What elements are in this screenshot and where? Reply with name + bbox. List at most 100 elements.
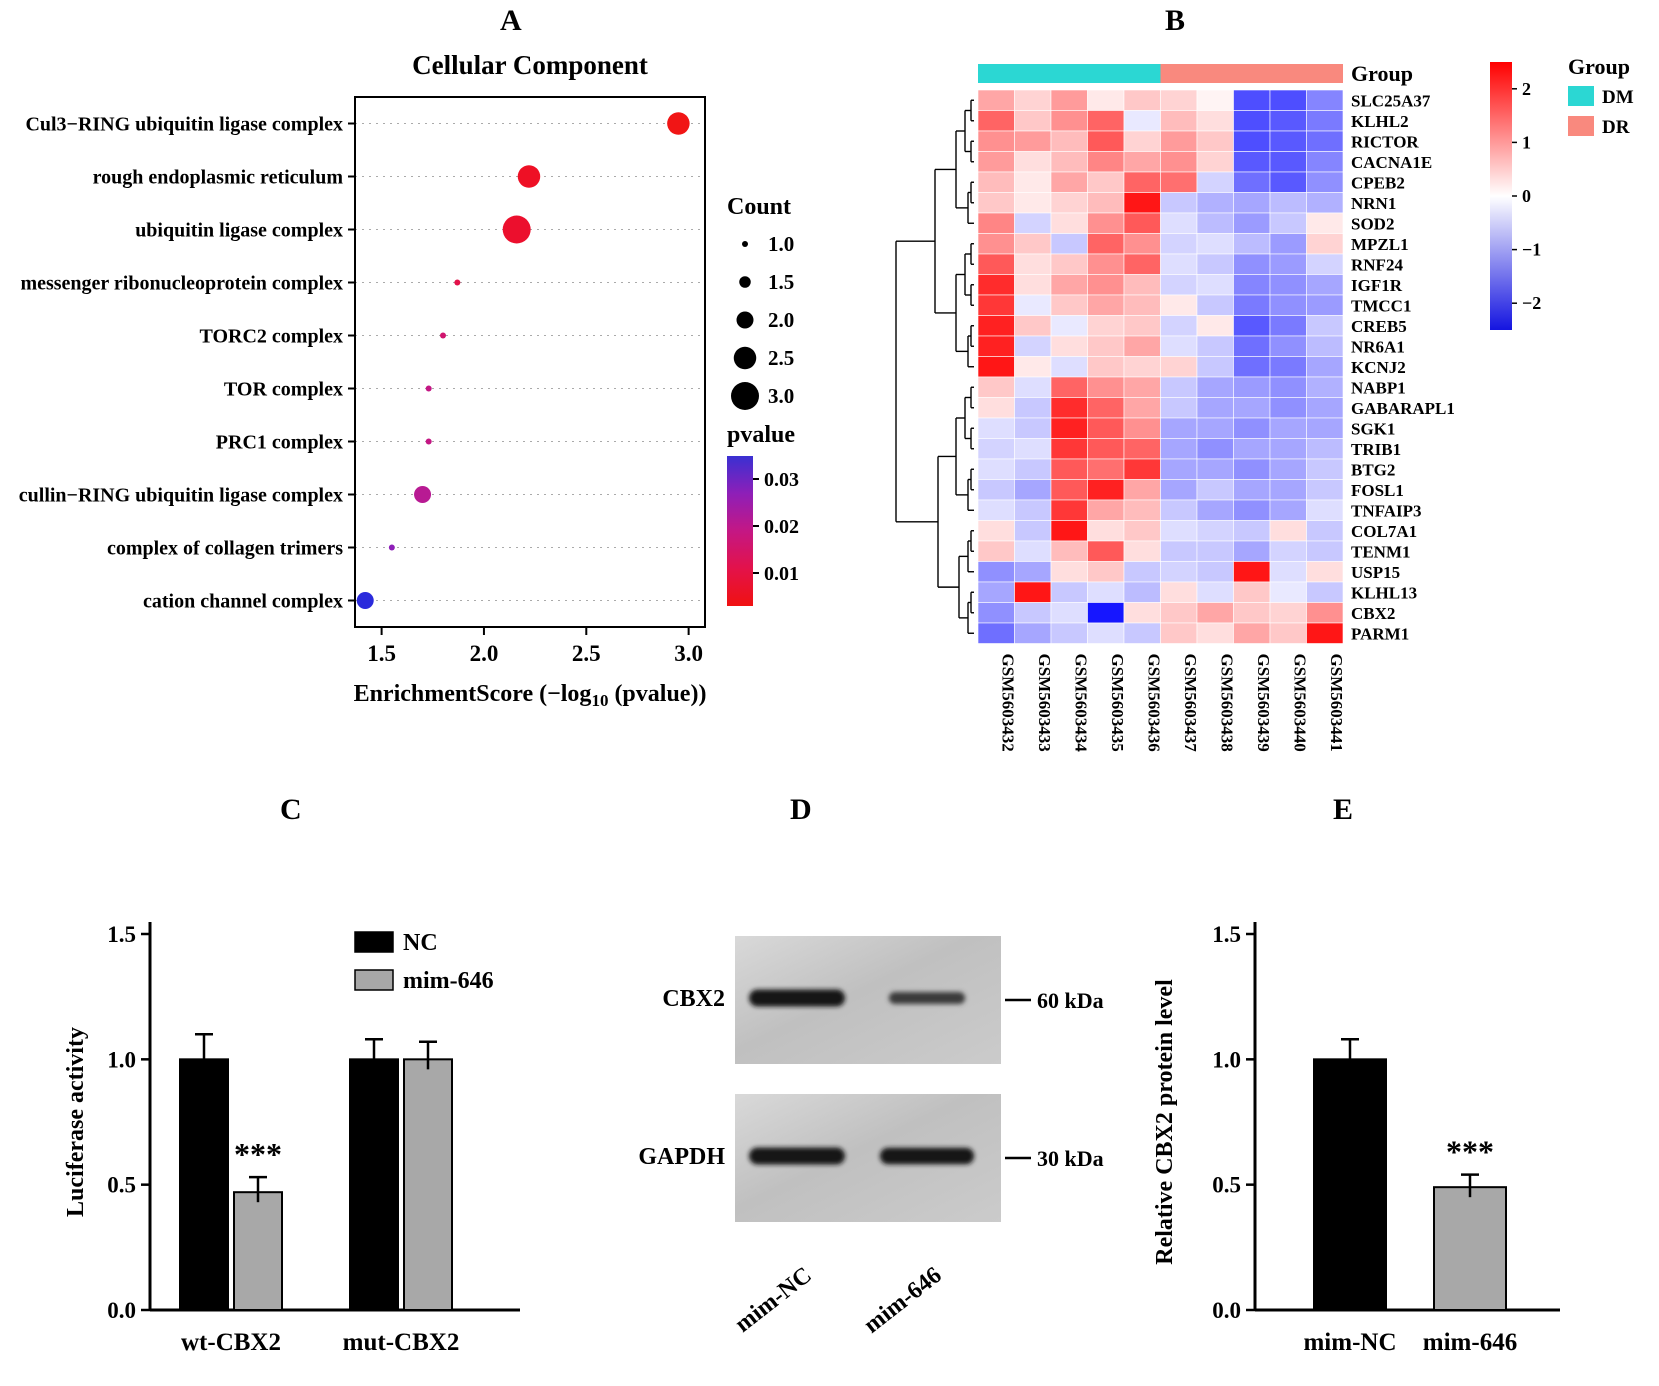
heatmap-cell <box>977 212 1015 234</box>
heatmap-cell <box>1196 89 1234 111</box>
heatmap-cell <box>1123 110 1161 132</box>
heatmap-cell <box>1123 130 1161 152</box>
heatmap-cell <box>1269 233 1307 255</box>
heatmap-cell <box>1123 315 1161 337</box>
heatmap-cell <box>1196 212 1234 234</box>
heatmap-cell <box>1160 520 1198 542</box>
gene-label: BTG2 <box>1351 460 1395 479</box>
y-tick-label: 1.5 <box>1212 922 1241 947</box>
heatmap-cell <box>1050 89 1088 111</box>
y-tick-label: 0.0 <box>1212 1298 1241 1323</box>
heatmap-cell <box>1050 356 1088 378</box>
heatmap-cell <box>1014 438 1052 460</box>
gene-label: NRN1 <box>1351 194 1396 213</box>
heatmap-cell <box>1014 335 1052 357</box>
heatmap-cell <box>1087 499 1125 521</box>
gene-label: COL7A1 <box>1351 522 1417 541</box>
sample-label: GSM5603432 <box>998 654 1017 752</box>
heatmap-cell <box>1014 581 1052 603</box>
y-tick-label: 0.0 <box>107 1298 136 1323</box>
enrichment-dot <box>454 279 461 286</box>
heatmap-cell <box>1196 622 1234 644</box>
sample-label: GSM5603441 <box>1327 654 1346 752</box>
gene-label: RICTOR <box>1351 132 1419 151</box>
heatmap-cell <box>1233 110 1271 132</box>
heatmap-cell <box>1087 151 1125 173</box>
heatmap-cell <box>1160 499 1198 521</box>
heatmap-cell <box>1087 110 1125 132</box>
heatmap-cell <box>1050 581 1088 603</box>
heatmap-cell <box>977 520 1015 542</box>
heatmap-cell <box>1196 397 1234 419</box>
heatmap-cell <box>1087 376 1125 398</box>
legend-label: mim-646 <box>403 968 494 994</box>
heatmap-cell <box>1087 212 1125 234</box>
heatmap-cell <box>1087 602 1125 624</box>
heatmap-cell <box>1269 171 1307 193</box>
heatmap-cell <box>1123 89 1161 111</box>
heatmap-cell <box>1087 622 1125 644</box>
category-label: cullin−RING ubiquitin ligase complex <box>19 485 343 507</box>
heatmap-cell <box>1306 253 1344 275</box>
gene-label: RNF24 <box>1351 255 1403 274</box>
heatmap-cell <box>1050 540 1088 562</box>
heatmap-cell <box>1014 622 1052 644</box>
heatmap-cell <box>977 540 1015 562</box>
group-legend-title: Group <box>1568 54 1630 79</box>
heatmap-cell <box>1269 540 1307 562</box>
sample-label: GSM5603440 <box>1290 654 1309 752</box>
enrichment-dot <box>425 438 432 445</box>
heatmap-cell <box>1123 499 1161 521</box>
heatmap-cell <box>1196 438 1234 460</box>
heatmap-cell <box>1269 438 1307 460</box>
heatmap-cell <box>1196 581 1234 603</box>
heatmap-cell <box>1196 602 1234 624</box>
heatmap-cell <box>1123 151 1161 173</box>
heatmap-cell <box>1160 356 1198 378</box>
heatmap-cell <box>1087 294 1125 316</box>
heatmap-cell <box>1233 89 1271 111</box>
heatmap-cell <box>1123 192 1161 214</box>
heatmap-cell <box>1269 89 1307 111</box>
sample-label: GSM5603435 <box>1108 654 1127 752</box>
panel-d-letter: D <box>790 793 812 826</box>
heatmap-cell <box>1087 561 1125 583</box>
heatmap-cell <box>1123 233 1161 255</box>
heatmap-cell <box>977 253 1015 275</box>
heatmap-cell <box>1087 89 1125 111</box>
heatmap-cell <box>1123 520 1161 542</box>
heatmap-cell <box>1123 479 1161 501</box>
pvalue-tick-label: 0.03 <box>764 469 799 491</box>
gene-label: CPEB2 <box>1351 173 1405 192</box>
y-axis-label: Relative CBX2 protein level <box>1152 979 1178 1265</box>
gene-label: MPZL1 <box>1351 235 1409 254</box>
heatmap-cell <box>1087 274 1125 296</box>
heatmap-cell <box>1087 171 1125 193</box>
heatmap-cell <box>1306 622 1344 644</box>
barchart-luciferase-activity: 0.0 0.5 1.0 1.5 Luciferase activity *** wt-CBX… <box>63 922 520 1356</box>
heatmap-cell <box>1306 438 1344 460</box>
heatmap-cell <box>1123 253 1161 275</box>
pvalue-colorbar <box>727 456 753 606</box>
colorbar-tick-label: 1 <box>1522 132 1531 152</box>
heatmap-cell <box>1014 192 1052 214</box>
heatmap-cell <box>1050 151 1088 173</box>
gene-label: PARM1 <box>1351 624 1409 643</box>
heatmap-cell <box>1196 376 1234 398</box>
gene-label: TNFAIP3 <box>1351 501 1422 520</box>
pvalue-tick-label: 0.02 <box>764 516 799 538</box>
category-label: TORC2 complex <box>199 326 343 348</box>
y-axis-label: Luciferase activity <box>63 1027 89 1217</box>
sample-label: GSM5603437 <box>1181 654 1200 753</box>
gene-label: GABARAPL1 <box>1351 399 1455 418</box>
heatmap-cell <box>1087 520 1125 542</box>
heatmap-cell <box>1196 253 1234 275</box>
pvalue-legend-title: pvalue <box>727 422 795 448</box>
gene-label: CACNA1E <box>1351 153 1432 172</box>
heatmap-cell <box>1087 192 1125 214</box>
heatmap-cell <box>1269 602 1307 624</box>
heatmap-cell <box>1233 253 1271 275</box>
heatmap-cell <box>1306 602 1344 624</box>
heatmap-cell <box>1160 151 1198 173</box>
